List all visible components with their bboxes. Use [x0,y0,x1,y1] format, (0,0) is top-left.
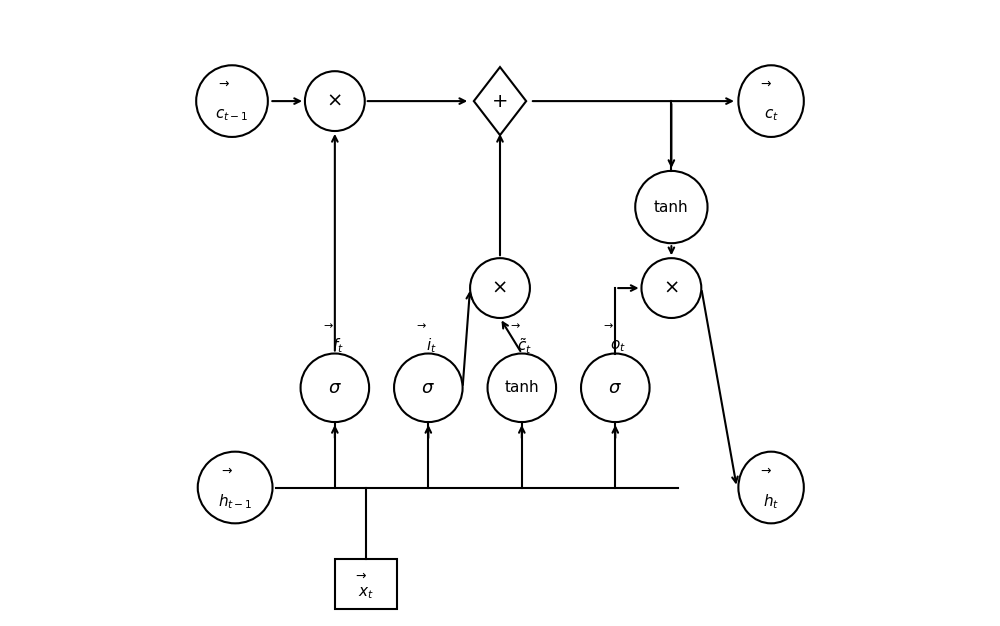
Text: $\tilde{c}_t$: $\tilde{c}_t$ [517,336,532,356]
Text: ×: × [663,279,680,297]
Text: $\rightarrow$: $\rightarrow$ [758,463,772,476]
Text: $i_t$: $i_t$ [426,337,437,356]
Text: $\sigma$: $\sigma$ [328,379,342,397]
Text: $h_{t}$: $h_{t}$ [763,492,779,511]
Text: $\rightarrow$: $\rightarrow$ [216,77,230,90]
Text: $\sigma$: $\sigma$ [421,379,435,397]
Text: $o_t$: $o_t$ [610,338,626,354]
Text: $\sigma$: $\sigma$ [608,379,622,397]
Text: $c_{t}$: $c_{t}$ [764,107,779,123]
Text: $h_{t-1}$: $h_{t-1}$ [218,492,252,511]
Text: $\rightarrow$: $\rightarrow$ [508,321,521,331]
Text: $c_{t-1}$: $c_{t-1}$ [215,107,249,123]
Text: ×: × [492,279,508,297]
Text: tanh: tanh [654,200,689,215]
Text: $\rightarrow$: $\rightarrow$ [219,463,233,476]
Text: $f_t$: $f_t$ [332,337,344,356]
Text: +: + [492,91,508,111]
Text: $\rightarrow$: $\rightarrow$ [321,321,334,331]
Text: $x_{t}$: $x_{t}$ [358,585,374,602]
Text: $\rightarrow$: $\rightarrow$ [601,321,614,331]
Text: tanh: tanh [505,380,539,395]
Text: ×: × [327,91,343,111]
Text: $\rightarrow$: $\rightarrow$ [353,568,367,582]
Text: $\rightarrow$: $\rightarrow$ [414,321,427,331]
Text: $\rightarrow$: $\rightarrow$ [758,77,772,90]
